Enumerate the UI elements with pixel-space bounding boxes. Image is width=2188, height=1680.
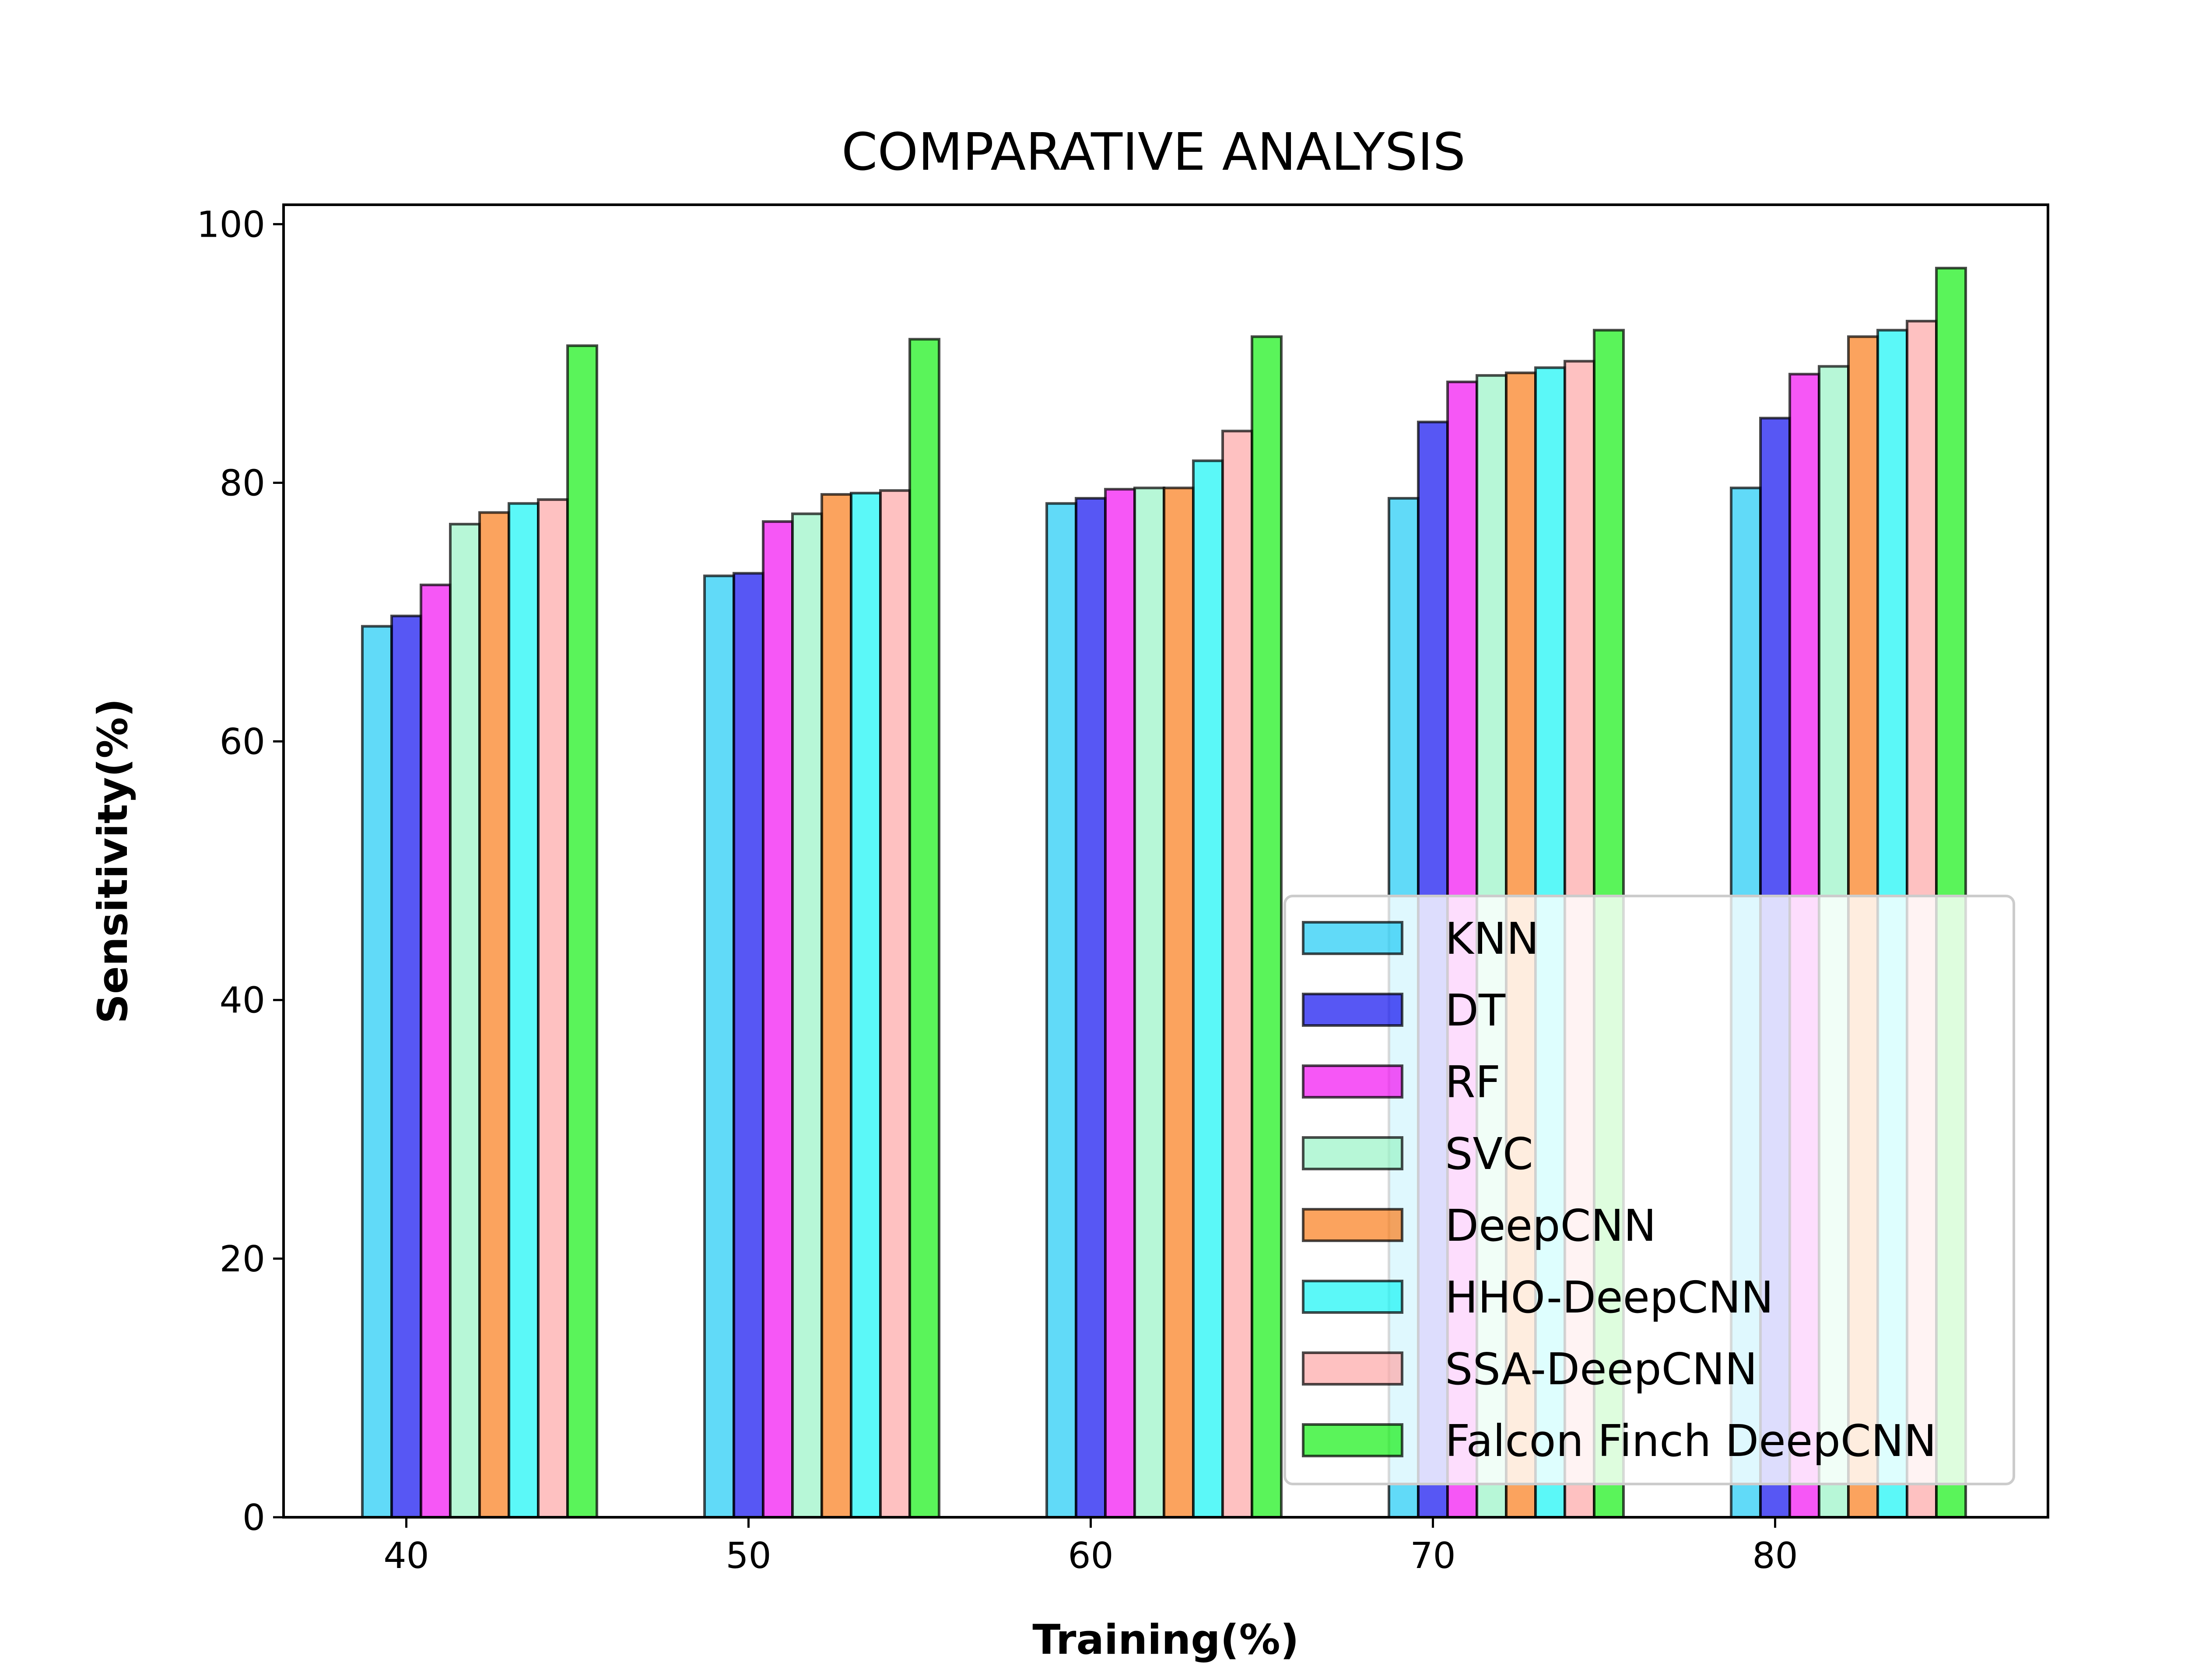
bar-ssa-deepcnn-40 — [537, 498, 569, 1519]
legend-label: SSA-DeepCNN — [1445, 1344, 1757, 1395]
legend-label: SVC — [1445, 1128, 1533, 1180]
bar-dt-40 — [390, 614, 422, 1519]
bar-deepcnn-60 — [1163, 486, 1195, 1519]
legend-label: RF — [1445, 1057, 1501, 1108]
y-axis: 0 20 40 60 80 100 — [196, 204, 284, 1539]
x-tick-label: 50 — [726, 1535, 771, 1577]
plot-frame — [282, 203, 2049, 1519]
legend-swatch — [1302, 1280, 1403, 1314]
bar-deepcnn-50 — [820, 493, 852, 1519]
bar-falcon-finch-deepcnn-50 — [908, 338, 940, 1519]
legend-swatch — [1302, 993, 1403, 1027]
legend-label: DT — [1445, 985, 1506, 1036]
legend: KNN DT RF SVC DeepCNN HHO-DeepCNN SSA-DeepCNN F… — [1283, 895, 2015, 1485]
x-tick-label: 80 — [1752, 1535, 1798, 1577]
bar-falcon-finch-deepcnn-60 — [1251, 335, 1283, 1519]
legend-label: KNN — [1445, 913, 1539, 964]
legend-swatch — [1302, 1351, 1403, 1386]
legend-box — [1283, 895, 2015, 1485]
bar-deepcnn-40 — [478, 511, 510, 1519]
y-axis-title: Sensitivity(%) — [89, 698, 137, 1024]
chart-title: COMPARATIVE ANALYSIS — [842, 122, 1466, 182]
bar-ssa-deepcnn-50 — [879, 489, 911, 1519]
legend-swatch — [1302, 921, 1403, 955]
y-tick-label: 80 — [220, 462, 265, 504]
bar-dt-50 — [733, 572, 764, 1519]
x-axis: 40 50 60 70 80 — [383, 1517, 1798, 1577]
bar-svc-50 — [791, 512, 823, 1519]
bar-knn-60 — [1045, 502, 1077, 1519]
bar-rf-60 — [1104, 488, 1136, 1519]
legend-label: Falcon Finch DeepCNN — [1445, 1415, 1936, 1466]
bar-falcon-finch-deepcnn-40 — [566, 344, 598, 1519]
legend-swatch — [1302, 1136, 1403, 1170]
bar-rf-40 — [420, 583, 452, 1519]
legend-swatch — [1302, 1064, 1403, 1099]
legend-swatch — [1302, 1208, 1403, 1242]
bar-knn-50 — [703, 574, 735, 1519]
x-axis-title: Training(%) — [1032, 1616, 1299, 1664]
bar-svc-60 — [1133, 486, 1165, 1519]
bar-svc-40 — [449, 523, 481, 1519]
x-tick-label: 70 — [1410, 1535, 1455, 1577]
y-tick-label: 100 — [196, 204, 265, 245]
y-tick-label: 60 — [220, 721, 265, 763]
legend-label: DeepCNN — [1445, 1200, 1656, 1251]
bar-hho-deepcnn-60 — [1192, 459, 1224, 1519]
y-tick-label: 40 — [220, 980, 265, 1022]
bar-knn-40 — [361, 625, 393, 1519]
bar-dt-60 — [1075, 497, 1107, 1519]
bar-hho-deepcnn-40 — [508, 502, 540, 1519]
legend-swatch — [1302, 1423, 1403, 1457]
y-tick-label: 0 — [242, 1497, 265, 1539]
bar-rf-50 — [762, 520, 794, 1519]
bar-hho-deepcnn-50 — [850, 492, 882, 1519]
legend-label: HHO-DeepCNN — [1445, 1272, 1774, 1323]
x-tick-label: 60 — [1068, 1535, 1113, 1577]
bar-ssa-deepcnn-60 — [1221, 430, 1253, 1519]
y-tick-label: 20 — [220, 1239, 265, 1280]
x-tick-label: 40 — [383, 1535, 429, 1577]
